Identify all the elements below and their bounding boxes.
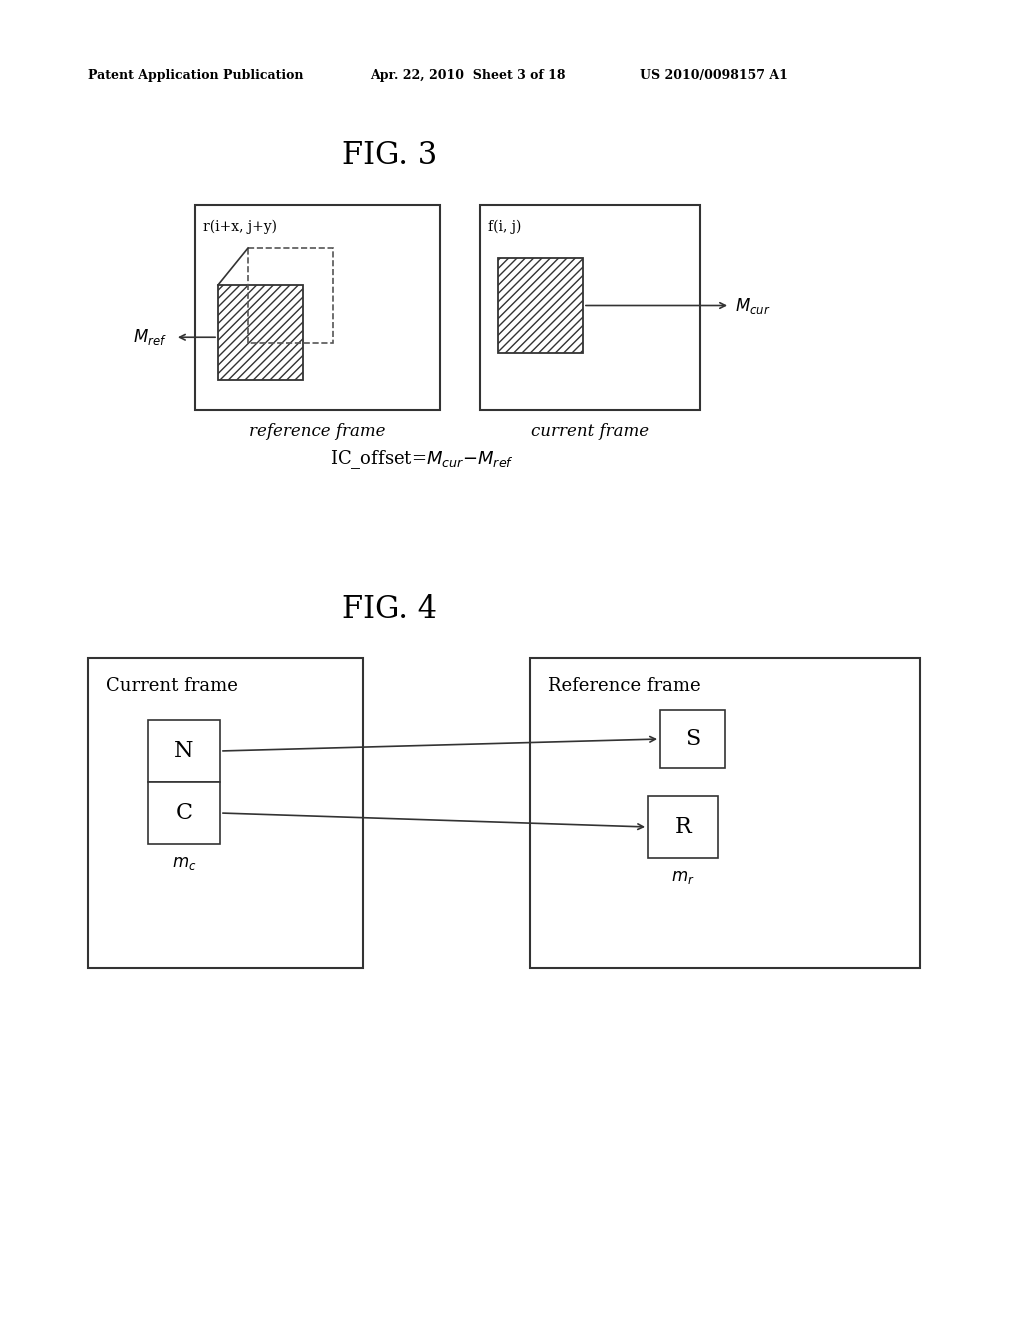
Bar: [480, 205, 700, 411]
Text: FIG. 4: FIG. 4: [342, 594, 437, 626]
Text: Current frame: Current frame: [106, 677, 238, 696]
Bar: [498, 257, 583, 352]
Bar: [218, 285, 303, 380]
Text: reference frame: reference frame: [249, 424, 386, 441]
Bar: [248, 248, 333, 343]
Text: $m_c$: $m_c$: [172, 855, 197, 873]
Text: C: C: [175, 803, 193, 824]
Bar: [88, 657, 362, 968]
Text: $m_r$: $m_r$: [671, 870, 695, 887]
Bar: [530, 657, 920, 968]
Text: IC_offset=$M_{cur}$$-$$M_{ref}$: IC_offset=$M_{cur}$$-$$M_{ref}$: [330, 449, 514, 471]
Text: Apr. 22, 2010  Sheet 3 of 18: Apr. 22, 2010 Sheet 3 of 18: [370, 69, 565, 82]
Text: r(i+x, j+y): r(i+x, j+y): [203, 220, 278, 234]
Text: Patent Application Publication: Patent Application Publication: [88, 69, 303, 82]
Bar: [148, 719, 220, 781]
Bar: [195, 205, 440, 411]
Text: $M_{ref}$: $M_{ref}$: [133, 327, 167, 347]
Bar: [660, 710, 725, 768]
Bar: [148, 781, 220, 843]
Text: Reference frame: Reference frame: [548, 677, 700, 696]
Text: US 2010/0098157 A1: US 2010/0098157 A1: [640, 69, 787, 82]
Text: $M_{cur}$: $M_{cur}$: [735, 296, 770, 315]
Bar: [648, 796, 718, 858]
Text: S: S: [685, 729, 700, 750]
Text: N: N: [174, 741, 194, 762]
Text: FIG. 3: FIG. 3: [342, 140, 437, 170]
Text: R: R: [675, 816, 691, 838]
Text: current frame: current frame: [530, 424, 649, 441]
Text: f(i, j): f(i, j): [488, 220, 521, 234]
